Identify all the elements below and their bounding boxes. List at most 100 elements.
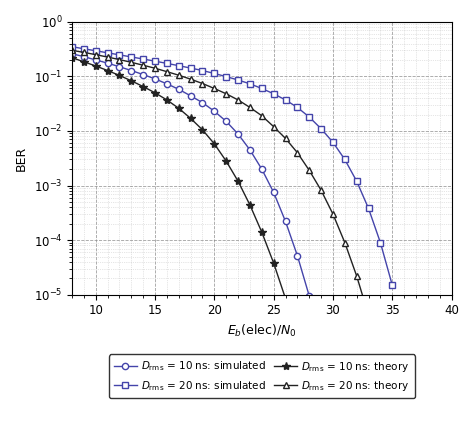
$D_{\rm rms}$ = 20 ns: simulated: (28, 0.018): simulated: (28, 0.018) — [306, 115, 312, 120]
$D_{\rm rms}$ = 20 ns: theory: (8, 0.3): theory: (8, 0.3) — [69, 48, 75, 53]
$D_{\rm rms}$ = 20 ns: theory: (24, 0.019): theory: (24, 0.019) — [259, 113, 264, 118]
$D_{\rm rms}$ = 20 ns: simulated: (34, 9e-05): simulated: (34, 9e-05) — [378, 240, 383, 245]
$D_{\rm rms}$ = 20 ns: theory: (18, 0.089): theory: (18, 0.089) — [188, 77, 193, 82]
$D_{\rm rms}$ = 20 ns: theory: (21, 0.048): theory: (21, 0.048) — [223, 91, 229, 96]
$D_{\rm rms}$ = 10 ns: theory: (24, 0.00014): theory: (24, 0.00014) — [259, 229, 264, 234]
$D_{\rm rms}$ = 20 ns: simulated: (18, 0.142): simulated: (18, 0.142) — [188, 66, 193, 71]
$D_{\rm rms}$ = 10 ns: theory: (23, 0.00044): theory: (23, 0.00044) — [247, 203, 253, 208]
$D_{\rm rms}$ = 20 ns: simulated: (30, 0.0062): simulated: (30, 0.0062) — [330, 140, 336, 145]
$D_{\rm rms}$ = 10 ns: theory: (8, 0.22): theory: (8, 0.22) — [69, 55, 75, 60]
$D_{\rm rms}$ = 10 ns: simulated: (11, 0.175): simulated: (11, 0.175) — [105, 61, 110, 66]
$D_{\rm rms}$ = 20 ns: theory: (30, 0.0003): theory: (30, 0.0003) — [330, 212, 336, 217]
$D_{\rm rms}$ = 10 ns: theory: (9, 0.185): theory: (9, 0.185) — [81, 59, 87, 64]
$D_{\rm rms}$ = 20 ns: theory: (31, 9e-05): theory: (31, 9e-05) — [342, 240, 347, 245]
$D_{\rm rms}$ = 20 ns: simulated: (24, 0.06): simulated: (24, 0.06) — [259, 86, 264, 91]
$D_{\rm rms}$ = 20 ns: theory: (19, 0.074): theory: (19, 0.074) — [200, 81, 205, 86]
$D_{\rm rms}$ = 20 ns: simulated: (9, 0.32): simulated: (9, 0.32) — [81, 46, 87, 51]
$D_{\rm rms}$ = 20 ns: simulated: (32, 0.0012): simulated: (32, 0.0012) — [354, 179, 359, 184]
$D_{\rm rms}$ = 20 ns: simulated: (16, 0.173): simulated: (16, 0.173) — [164, 61, 170, 66]
$D_{\rm rms}$ = 20 ns: simulated: (12, 0.248): simulated: (12, 0.248) — [117, 52, 122, 57]
Line: $D_{\rm rms}$ = 20 ns: simulated: $D_{\rm rms}$ = 20 ns: simulated — [69, 43, 395, 288]
$D_{\rm rms}$ = 20 ns: theory: (10, 0.25): theory: (10, 0.25) — [93, 52, 99, 57]
$D_{\rm rms}$ = 20 ns: simulated: (27, 0.027): simulated: (27, 0.027) — [294, 105, 300, 110]
$D_{\rm rms}$ = 20 ns: theory: (11, 0.226): theory: (11, 0.226) — [105, 55, 110, 60]
Y-axis label: BER: BER — [15, 146, 28, 171]
$D_{\rm rms}$ = 10 ns: simulated: (21, 0.015): simulated: (21, 0.015) — [223, 119, 229, 124]
$D_{\rm rms}$ = 20 ns: theory: (29, 0.00082): theory: (29, 0.00082) — [318, 188, 324, 193]
$D_{\rm rms}$ = 20 ns: theory: (23, 0.027): theory: (23, 0.027) — [247, 105, 253, 110]
$D_{\rm rms}$ = 10 ns: theory: (15, 0.05): theory: (15, 0.05) — [152, 90, 158, 95]
$D_{\rm rms}$ = 20 ns: theory: (14, 0.16): theory: (14, 0.16) — [140, 63, 146, 68]
$D_{\rm rms}$ = 20 ns: theory: (12, 0.203): theory: (12, 0.203) — [117, 57, 122, 62]
$D_{\rm rms}$ = 10 ns: simulated: (18, 0.044): simulated: (18, 0.044) — [188, 93, 193, 99]
$D_{\rm rms}$ = 20 ns: simulated: (29, 0.011): simulated: (29, 0.011) — [318, 126, 324, 131]
$D_{\rm rms}$ = 10 ns: theory: (18, 0.017): theory: (18, 0.017) — [188, 116, 193, 121]
$D_{\rm rms}$ = 10 ns: theory: (22, 0.0012): theory: (22, 0.0012) — [235, 179, 241, 184]
$D_{\rm rms}$ = 10 ns: theory: (12, 0.104): theory: (12, 0.104) — [117, 73, 122, 78]
$D_{\rm rms}$ = 10 ns: theory: (10, 0.155): theory: (10, 0.155) — [93, 64, 99, 69]
$D_{\rm rms}$ = 20 ns: simulated: (33, 0.00038): simulated: (33, 0.00038) — [366, 206, 372, 211]
$D_{\rm rms}$ = 10 ns: simulated: (12, 0.15): simulated: (12, 0.15) — [117, 64, 122, 69]
$D_{\rm rms}$ = 10 ns: theory: (17, 0.026): theory: (17, 0.026) — [176, 106, 182, 111]
$D_{\rm rms}$ = 10 ns: theory: (21, 0.0028): theory: (21, 0.0028) — [223, 159, 229, 164]
$D_{\rm rms}$ = 10 ns: simulated: (24, 0.002): simulated: (24, 0.002) — [259, 167, 264, 172]
$D_{\rm rms}$ = 10 ns: simulated: (29, 1.4e-06): simulated: (29, 1.4e-06) — [318, 339, 324, 344]
$D_{\rm rms}$ = 10 ns: simulated: (19, 0.033): simulated: (19, 0.033) — [200, 100, 205, 105]
$D_{\rm rms}$ = 10 ns: simulated: (22, 0.0088): simulated: (22, 0.0088) — [235, 131, 241, 136]
$D_{\rm rms}$ = 10 ns: simulated: (14, 0.108): simulated: (14, 0.108) — [140, 72, 146, 77]
$D_{\rm rms}$ = 20 ns: simulated: (14, 0.208): simulated: (14, 0.208) — [140, 56, 146, 61]
$D_{\rm rms}$ = 20 ns: simulated: (20, 0.113): simulated: (20, 0.113) — [211, 71, 217, 76]
$D_{\rm rms}$ = 20 ns: theory: (32, 2.2e-05): theory: (32, 2.2e-05) — [354, 274, 359, 279]
$D_{\rm rms}$ = 20 ns: simulated: (10, 0.295): simulated: (10, 0.295) — [93, 48, 99, 53]
$D_{\rm rms}$ = 20 ns: simulated: (8, 0.35): simulated: (8, 0.35) — [69, 44, 75, 49]
$D_{\rm rms}$ = 10 ns: theory: (27, 1.6e-06): theory: (27, 1.6e-06) — [294, 336, 300, 341]
$D_{\rm rms}$ = 10 ns: simulated: (9, 0.23): simulated: (9, 0.23) — [81, 54, 87, 59]
$D_{\rm rms}$ = 10 ns: simulated: (23, 0.0045): simulated: (23, 0.0045) — [247, 147, 253, 152]
$D_{\rm rms}$ = 20 ns: simulated: (13, 0.227): simulated: (13, 0.227) — [128, 54, 134, 59]
$D_{\rm rms}$ = 20 ns: simulated: (15, 0.19): simulated: (15, 0.19) — [152, 59, 158, 64]
$D_{\rm rms}$ = 20 ns: simulated: (21, 0.099): simulated: (21, 0.099) — [223, 74, 229, 79]
$D_{\rm rms}$ = 20 ns: simulated: (25, 0.048): simulated: (25, 0.048) — [271, 91, 276, 96]
$D_{\rm rms}$ = 10 ns: simulated: (10, 0.2): simulated: (10, 0.2) — [93, 57, 99, 62]
$D_{\rm rms}$ = 20 ns: theory: (27, 0.004): theory: (27, 0.004) — [294, 150, 300, 155]
$D_{\rm rms}$ = 10 ns: simulated: (27, 5.2e-05): simulated: (27, 5.2e-05) — [294, 253, 300, 258]
$D_{\rm rms}$ = 20 ns: theory: (34, 6.2e-07): theory: (34, 6.2e-07) — [378, 358, 383, 363]
$D_{\rm rms}$ = 10 ns: simulated: (26, 0.00022): simulated: (26, 0.00022) — [283, 219, 288, 224]
Line: $D_{\rm rms}$ = 10 ns: simulated: $D_{\rm rms}$ = 10 ns: simulated — [69, 51, 324, 344]
$D_{\rm rms}$ = 20 ns: theory: (9, 0.275): theory: (9, 0.275) — [81, 50, 87, 55]
$D_{\rm rms}$ = 10 ns: theory: (26, 8.5e-06): theory: (26, 8.5e-06) — [283, 296, 288, 301]
$D_{\rm rms}$ = 10 ns: simulated: (28, 9.5e-06): simulated: (28, 9.5e-06) — [306, 293, 312, 298]
$D_{\rm rms}$ = 20 ns: theory: (28, 0.0019): theory: (28, 0.0019) — [306, 168, 312, 173]
$D_{\rm rms}$ = 20 ns: simulated: (31, 0.003): simulated: (31, 0.003) — [342, 157, 347, 162]
$D_{\rm rms}$ = 20 ns: simulated: (22, 0.086): simulated: (22, 0.086) — [235, 77, 241, 83]
$D_{\rm rms}$ = 20 ns: simulated: (35, 1.5e-05): simulated: (35, 1.5e-05) — [390, 282, 395, 288]
$D_{\rm rms}$ = 10 ns: simulated: (16, 0.073): simulated: (16, 0.073) — [164, 81, 170, 86]
$D_{\rm rms}$ = 10 ns: theory: (28, 2.6e-07): theory: (28, 2.6e-07) — [306, 378, 312, 384]
$D_{\rm rms}$ = 10 ns: theory: (13, 0.083): theory: (13, 0.083) — [128, 78, 134, 83]
$D_{\rm rms}$ = 20 ns: theory: (35, 7e-08): theory: (35, 7e-08) — [390, 410, 395, 415]
$D_{\rm rms}$ = 10 ns: theory: (19, 0.0105): theory: (19, 0.0105) — [200, 127, 205, 132]
$D_{\rm rms}$ = 10 ns: theory: (16, 0.037): theory: (16, 0.037) — [164, 97, 170, 102]
$D_{\rm rms}$ = 10 ns: simulated: (17, 0.058): simulated: (17, 0.058) — [176, 87, 182, 92]
$D_{\rm rms}$ = 20 ns: theory: (33, 4.2e-06): theory: (33, 4.2e-06) — [366, 313, 372, 318]
$D_{\rm rms}$ = 10 ns: theory: (20, 0.0058): theory: (20, 0.0058) — [211, 141, 217, 147]
$D_{\rm rms}$ = 20 ns: theory: (17, 0.105): theory: (17, 0.105) — [176, 73, 182, 78]
$D_{\rm rms}$ = 20 ns: theory: (15, 0.141): theory: (15, 0.141) — [152, 66, 158, 71]
$D_{\rm rms}$ = 20 ns: theory: (22, 0.037): theory: (22, 0.037) — [235, 97, 241, 102]
$D_{\rm rms}$ = 20 ns: simulated: (19, 0.128): simulated: (19, 0.128) — [200, 68, 205, 73]
$D_{\rm rms}$ = 10 ns: simulated: (20, 0.023): simulated: (20, 0.023) — [211, 109, 217, 114]
$D_{\rm rms}$ = 20 ns: theory: (25, 0.012): theory: (25, 0.012) — [271, 124, 276, 129]
$D_{\rm rms}$ = 20 ns: theory: (26, 0.0073): theory: (26, 0.0073) — [283, 136, 288, 141]
$D_{\rm rms}$ = 10 ns: simulated: (8, 0.26): simulated: (8, 0.26) — [69, 51, 75, 56]
Legend: $D_{\rm rms}$ = 10 ns: simulated, $D_{\rm rms}$ = 20 ns: simulated, $D_{\rm rms}: $D_{\rm rms}$ = 10 ns: simulated, $D_{\r… — [109, 354, 415, 398]
$D_{\rm rms}$ = 20 ns: theory: (13, 0.181): theory: (13, 0.181) — [128, 60, 134, 65]
Line: $D_{\rm rms}$ = 10 ns: theory: $D_{\rm rms}$ = 10 ns: theory — [68, 53, 325, 421]
$D_{\rm rms}$ = 10 ns: theory: (11, 0.128): theory: (11, 0.128) — [105, 68, 110, 73]
$D_{\rm rms}$ = 20 ns: simulated: (11, 0.27): simulated: (11, 0.27) — [105, 51, 110, 56]
$D_{\rm rms}$ = 20 ns: simulated: (26, 0.037): simulated: (26, 0.037) — [283, 97, 288, 102]
$D_{\rm rms}$ = 10 ns: simulated: (15, 0.09): simulated: (15, 0.09) — [152, 76, 158, 81]
$D_{\rm rms}$ = 20 ns: theory: (20, 0.06): theory: (20, 0.06) — [211, 86, 217, 91]
X-axis label: $E_b(\mathrm{elec})/N_0$: $E_b(\mathrm{elec})/N_0$ — [227, 323, 297, 339]
$D_{\rm rms}$ = 20 ns: theory: (16, 0.122): theory: (16, 0.122) — [164, 69, 170, 74]
Line: $D_{\rm rms}$ = 20 ns: theory: $D_{\rm rms}$ = 20 ns: theory — [69, 47, 396, 416]
